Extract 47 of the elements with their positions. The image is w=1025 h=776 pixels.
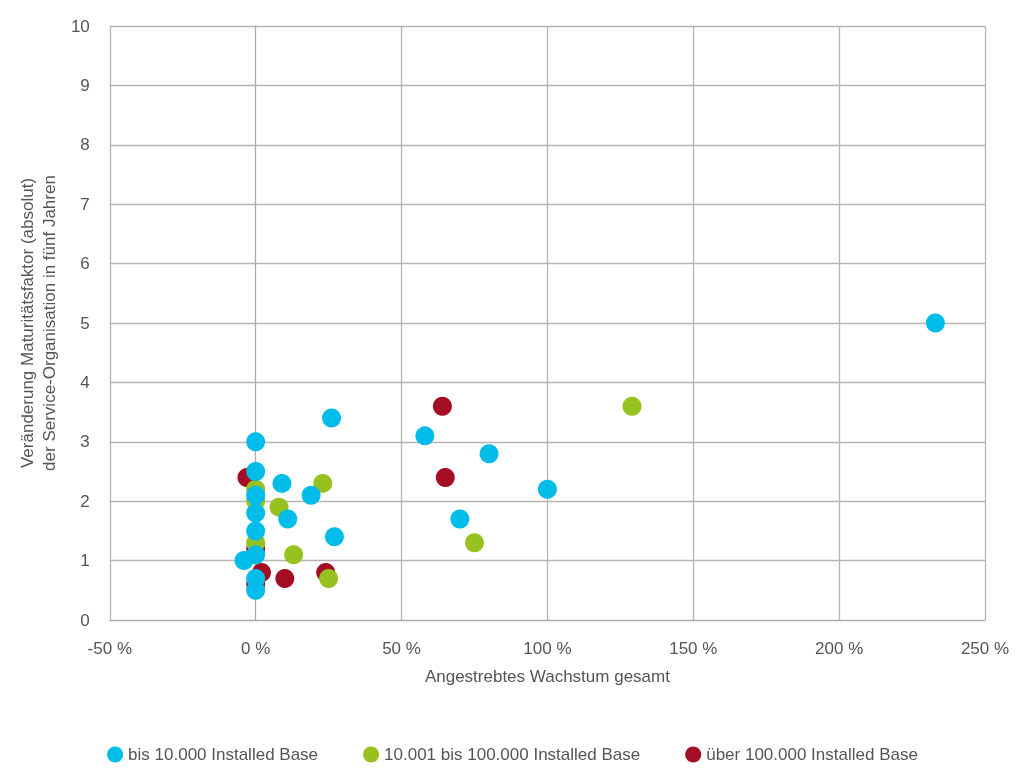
point — [301, 485, 321, 505]
y-tick-label: 0 — [80, 610, 90, 630]
point — [450, 509, 470, 529]
point — [432, 396, 452, 416]
point — [324, 527, 344, 547]
point — [246, 432, 266, 452]
point — [278, 509, 298, 529]
x-tick-label: 0 % — [241, 639, 271, 658]
y-tick-label: 7 — [80, 194, 90, 214]
y-tick-label: 5 — [80, 313, 90, 333]
point — [622, 396, 642, 416]
point — [322, 408, 342, 428]
point — [246, 485, 266, 505]
point — [537, 479, 557, 499]
point — [464, 533, 484, 553]
legend-label: über 100.000 Installed Base — [706, 745, 918, 764]
y-tick-label: 10 — [70, 16, 90, 36]
point — [275, 568, 295, 588]
y-tick-label: 1 — [80, 551, 90, 571]
y-tick-label: 4 — [80, 372, 90, 392]
point — [246, 545, 266, 565]
x-tick-label: 200 % — [815, 639, 864, 658]
y-axis-title: Veränderung Maturitätsfaktor (absolut) der Service-Organisation in fünf Jahren — [17, 175, 59, 471]
y-tick-label: 3 — [80, 432, 90, 452]
point — [319, 568, 339, 588]
x-tick-label: 50 % — [382, 639, 421, 658]
y-tick-label: 6 — [80, 254, 90, 274]
x-tick-label: -50 % — [87, 639, 133, 658]
x-tick-label: 150 % — [669, 639, 718, 658]
x-axis-title: Angestrebtes Wachstum gesamt — [424, 667, 671, 686]
y-tick-label: 9 — [80, 75, 90, 95]
point — [246, 462, 266, 481]
point — [925, 313, 945, 333]
legend-label: bis 10.000 Installed Base — [128, 745, 319, 764]
legend-label: 10.001 bis 100.000 Installed Base — [384, 745, 641, 764]
point — [246, 521, 266, 541]
x-tick-label: 250 % — [960, 639, 1010, 658]
y-tick-label: 8 — [80, 135, 90, 155]
point — [313, 473, 333, 493]
point — [435, 467, 455, 487]
point — [246, 503, 266, 523]
point — [284, 545, 304, 565]
x-tick-label: 100 % — [523, 639, 572, 658]
point — [479, 444, 499, 464]
y-tick-label: 2 — [80, 491, 90, 511]
point — [272, 473, 292, 493]
point — [415, 426, 435, 446]
